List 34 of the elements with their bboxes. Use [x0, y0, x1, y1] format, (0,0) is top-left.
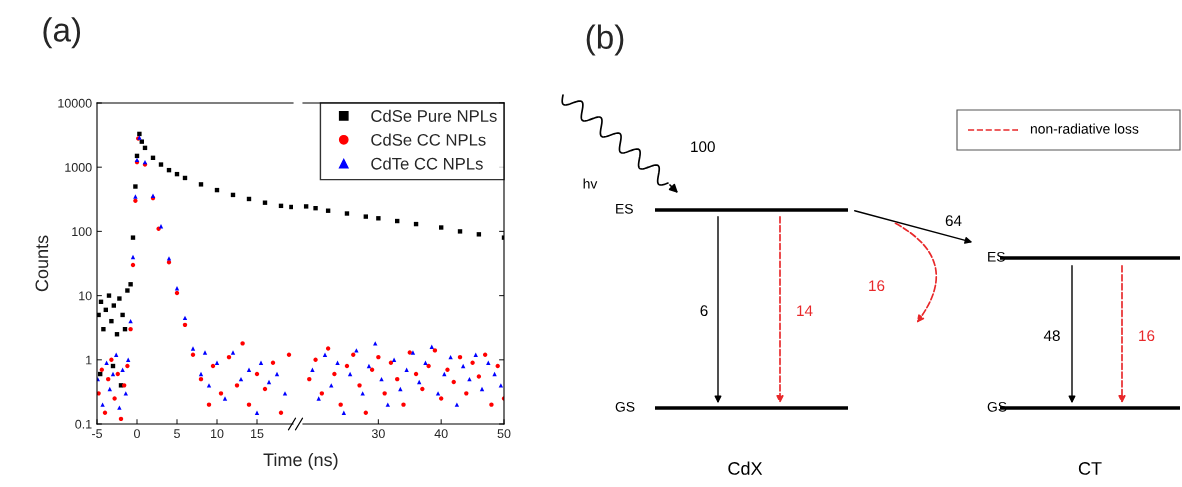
y-axis-title: Counts [35, 235, 49, 292]
y-tick-label: 1 [86, 355, 92, 365]
text: CdX [728, 461, 763, 475]
text: (b) [586, 24, 624, 56]
text: hv [583, 178, 598, 189]
y-tick-label: 10 [79, 291, 92, 301]
chart-title: (a) [43, 17, 81, 49]
text: 64 [945, 215, 962, 227]
x-tick-label: 50 [497, 429, 511, 439]
legend-label: CdSe Pure NPLs [371, 109, 497, 122]
text: 16 [1139, 330, 1155, 342]
x-tick-label: 5 [174, 429, 180, 439]
x-tick-label: 10 [211, 429, 224, 439]
x-tick-label: -5 [92, 429, 103, 439]
text: GS [615, 401, 635, 412]
x-tick-label: 15 [251, 429, 264, 439]
x-tick-label: 40 [434, 429, 448, 439]
text: 16 [869, 280, 885, 292]
text: 48 [1043, 330, 1060, 342]
text: non-radiative loss [1030, 123, 1139, 134]
text: ES [616, 203, 633, 214]
text: 100 [691, 141, 715, 153]
legend-label: CdSe CC NPLs [371, 133, 486, 146]
y-tick-label: 10000 [58, 98, 92, 108]
y-tick-label: 100 [72, 227, 92, 237]
x-axis-title: Time (ns) [263, 452, 338, 470]
y-tick-label: 1000 [65, 163, 92, 172]
text: 6 [700, 305, 708, 317]
y-tick-label: 0.1 [75, 419, 92, 429]
text: CT [1078, 462, 1102, 475]
legend-label: CdTe CC NPLs [371, 157, 483, 170]
x-tick-label: 30 [371, 429, 385, 439]
text: 14 [797, 305, 813, 316]
x-tick-label: 0 [134, 429, 140, 439]
